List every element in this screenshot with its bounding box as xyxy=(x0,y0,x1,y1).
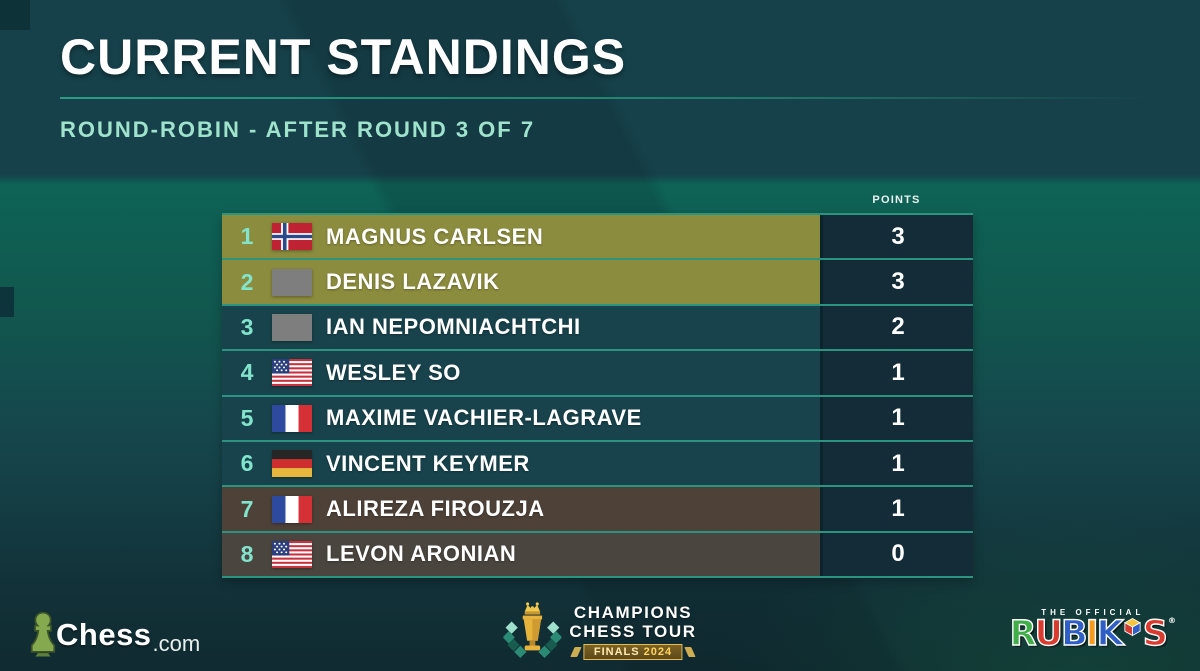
flag-neutral-icon xyxy=(272,268,312,296)
rank-cell: 8 xyxy=(240,540,254,567)
points-cell: 1 xyxy=(820,396,973,440)
player-name: DENIS LAZAVIK xyxy=(326,269,500,295)
flag-france-icon xyxy=(272,495,312,523)
player-name: IAN NEPOMNIACHTCHI xyxy=(326,314,581,340)
laurel-right-icon xyxy=(683,646,696,657)
chesscom-brand-text: Chess xyxy=(56,617,152,652)
flag-icon xyxy=(272,313,312,341)
table-row: 6 VINCENT KEYMER 1 xyxy=(222,439,973,486)
table-row: 1 MAGNUS CARLSEN 3 xyxy=(222,215,973,259)
cup xyxy=(522,615,543,651)
player-name: MAXIME VACHIER-LAGRAVE xyxy=(326,405,642,431)
rank-cell: 2 xyxy=(240,268,254,295)
rubiks-letter-r: R xyxy=(1009,614,1037,654)
table-row: 8 LEVON ARONIAN 0 xyxy=(222,530,973,577)
player-name: VINCENT KEYMER xyxy=(326,450,530,476)
round-subtitle: ROUND-ROBIN - AFTER ROUND 3 OF 7 xyxy=(60,117,536,142)
table-row: 5 MAXIME VACHIER-LAGRAVE 1 xyxy=(222,394,973,440)
page-title: CURRENT STANDINGS xyxy=(60,29,627,85)
rank-cell: 1 xyxy=(240,223,254,250)
rubiks-letter-i: I xyxy=(1085,614,1099,654)
table-row: 3 IAN NEPOMNIACHTCHI 2 xyxy=(222,303,973,350)
finals-year: 2024 xyxy=(643,645,673,658)
finals-label: FINALS xyxy=(593,645,640,658)
flag-usa-icon xyxy=(272,540,312,568)
flag-icon xyxy=(272,495,312,523)
rubiks-wordmark: R U B I K S ® xyxy=(1009,614,1176,654)
points-cell: 0 xyxy=(820,532,973,577)
flag-icon xyxy=(272,404,312,432)
flag-usa-icon xyxy=(272,359,312,387)
points-cell: 3 xyxy=(820,215,973,259)
player-name: ALIREZA FIROUZJA xyxy=(326,496,545,522)
rank-cell: 7 xyxy=(240,495,254,522)
champions-chess-tour-logo: CHAMPIONS CHESS TOUR FINALS 2024 xyxy=(503,600,696,664)
rubiks-letter-u: U xyxy=(1034,614,1064,654)
table-row: 7 ALIREZA FIROUZJA 1 xyxy=(222,485,973,531)
points-cell: 1 xyxy=(820,351,973,395)
points-column-header: POINTS xyxy=(872,194,921,206)
title-divider xyxy=(60,97,1150,99)
laurel-left-icon xyxy=(570,646,583,657)
chesscom-suffix-text: .com xyxy=(152,631,201,656)
flag-neutral-icon xyxy=(272,313,312,341)
rank-cell: 3 xyxy=(240,313,254,340)
player-name: LEVON ARONIAN xyxy=(326,541,517,567)
rubiks-letter-s: S xyxy=(1142,614,1169,654)
flag-icon xyxy=(272,268,312,296)
player-name: MAGNUS CARLSEN xyxy=(326,223,544,249)
rubiks-letter-k: K xyxy=(1096,614,1125,654)
flag-icon xyxy=(272,540,312,568)
flag-germany-icon xyxy=(272,450,312,478)
finals-banner: FINALS 2024 xyxy=(583,643,683,660)
cct-line2: CHESS TOUR xyxy=(569,621,697,641)
registered-mark: ® xyxy=(1168,616,1176,625)
rubiks-tagline: THE OFFICIAL xyxy=(1041,608,1145,617)
rank-cell: 5 xyxy=(240,404,254,431)
chesscom-pawn-icon xyxy=(30,611,56,657)
flag-icon xyxy=(272,223,312,251)
cct-line1: CHAMPIONS xyxy=(573,603,693,623)
points-cell: 1 xyxy=(820,441,973,486)
flag-france-icon xyxy=(272,404,312,432)
rank-cell: 6 xyxy=(240,450,254,477)
rank-cell: 4 xyxy=(240,359,254,386)
points-cell: 1 xyxy=(820,487,973,531)
flag-icon xyxy=(272,450,312,478)
rubiks-cube-icon xyxy=(1123,618,1141,637)
player-name: WESLEY SO xyxy=(326,359,461,385)
flag-icon xyxy=(272,359,312,387)
flag-norway-icon xyxy=(272,223,312,251)
table-row: 2 DENIS LAZAVIK 3 xyxy=(222,258,973,304)
trophy-icon xyxy=(503,602,562,658)
crown xyxy=(524,602,541,615)
points-cell: 3 xyxy=(820,260,973,304)
standings-table: 1 MAGNUS CARLSEN 3 2 DENIS LAZAVIK 3 3 I… xyxy=(222,213,973,579)
chesscom-logo: Chess .com xyxy=(26,610,200,660)
rubiks-logo: THE OFFICIAL R U B I K S ® xyxy=(1009,608,1176,654)
table-row: 4 WESLEY SO 1 xyxy=(222,349,973,395)
points-cell: 2 xyxy=(820,305,973,350)
rubiks-letter-b: B xyxy=(1060,614,1088,654)
